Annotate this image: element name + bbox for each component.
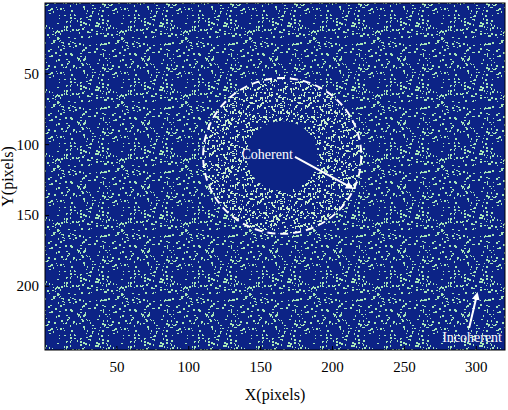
x-tick — [188, 346, 189, 350]
coherent-circle — [203, 78, 361, 234]
x-tick — [332, 346, 333, 350]
annotation-arrow — [469, 294, 477, 328]
chart: 50 100 150 200 250 300 50 100 150 200 X(pixels) Y(p… — [0, 0, 508, 410]
speckle-texture — [45, 3, 505, 350]
x-tick-label: 150 — [249, 359, 272, 375]
y-tick-label: 200 — [17, 278, 40, 294]
annotation-coherent: Coherent — [242, 147, 293, 162]
axes-frame — [45, 3, 505, 350]
y-tick-label: 50 — [24, 66, 39, 82]
annotation-arrow — [295, 157, 352, 188]
x-tick-label: 300 — [465, 359, 488, 375]
image-area — [45, 3, 505, 350]
image-background — [45, 3, 505, 350]
y-tick-label: 100 — [17, 137, 40, 153]
ring-ground — [203, 78, 361, 234]
ring-speckle — [203, 78, 361, 234]
y-tick-label: 150 — [17, 207, 40, 223]
x-tick — [404, 346, 405, 350]
x-axis-title: X(pixels) — [245, 386, 305, 404]
figure-root: 50 100 150 200 250 300 50 100 150 200 X(pixels) Y(p… — [0, 0, 508, 410]
y-tick — [45, 215, 49, 216]
y-axis-title: Y(pixels) — [0, 146, 17, 206]
y-tick — [45, 144, 49, 145]
x-tick-label: 250 — [393, 359, 416, 375]
annotation-incoherent: Incoherent — [442, 330, 502, 345]
x-tick-label: 50 — [109, 359, 124, 375]
y-tick — [45, 73, 49, 74]
x-tick-label: 100 — [178, 359, 201, 375]
y-tick — [45, 286, 49, 287]
x-tick-label: 200 — [321, 359, 344, 375]
x-tick — [260, 346, 261, 350]
x-tick — [476, 346, 477, 350]
x-tick — [116, 346, 117, 350]
